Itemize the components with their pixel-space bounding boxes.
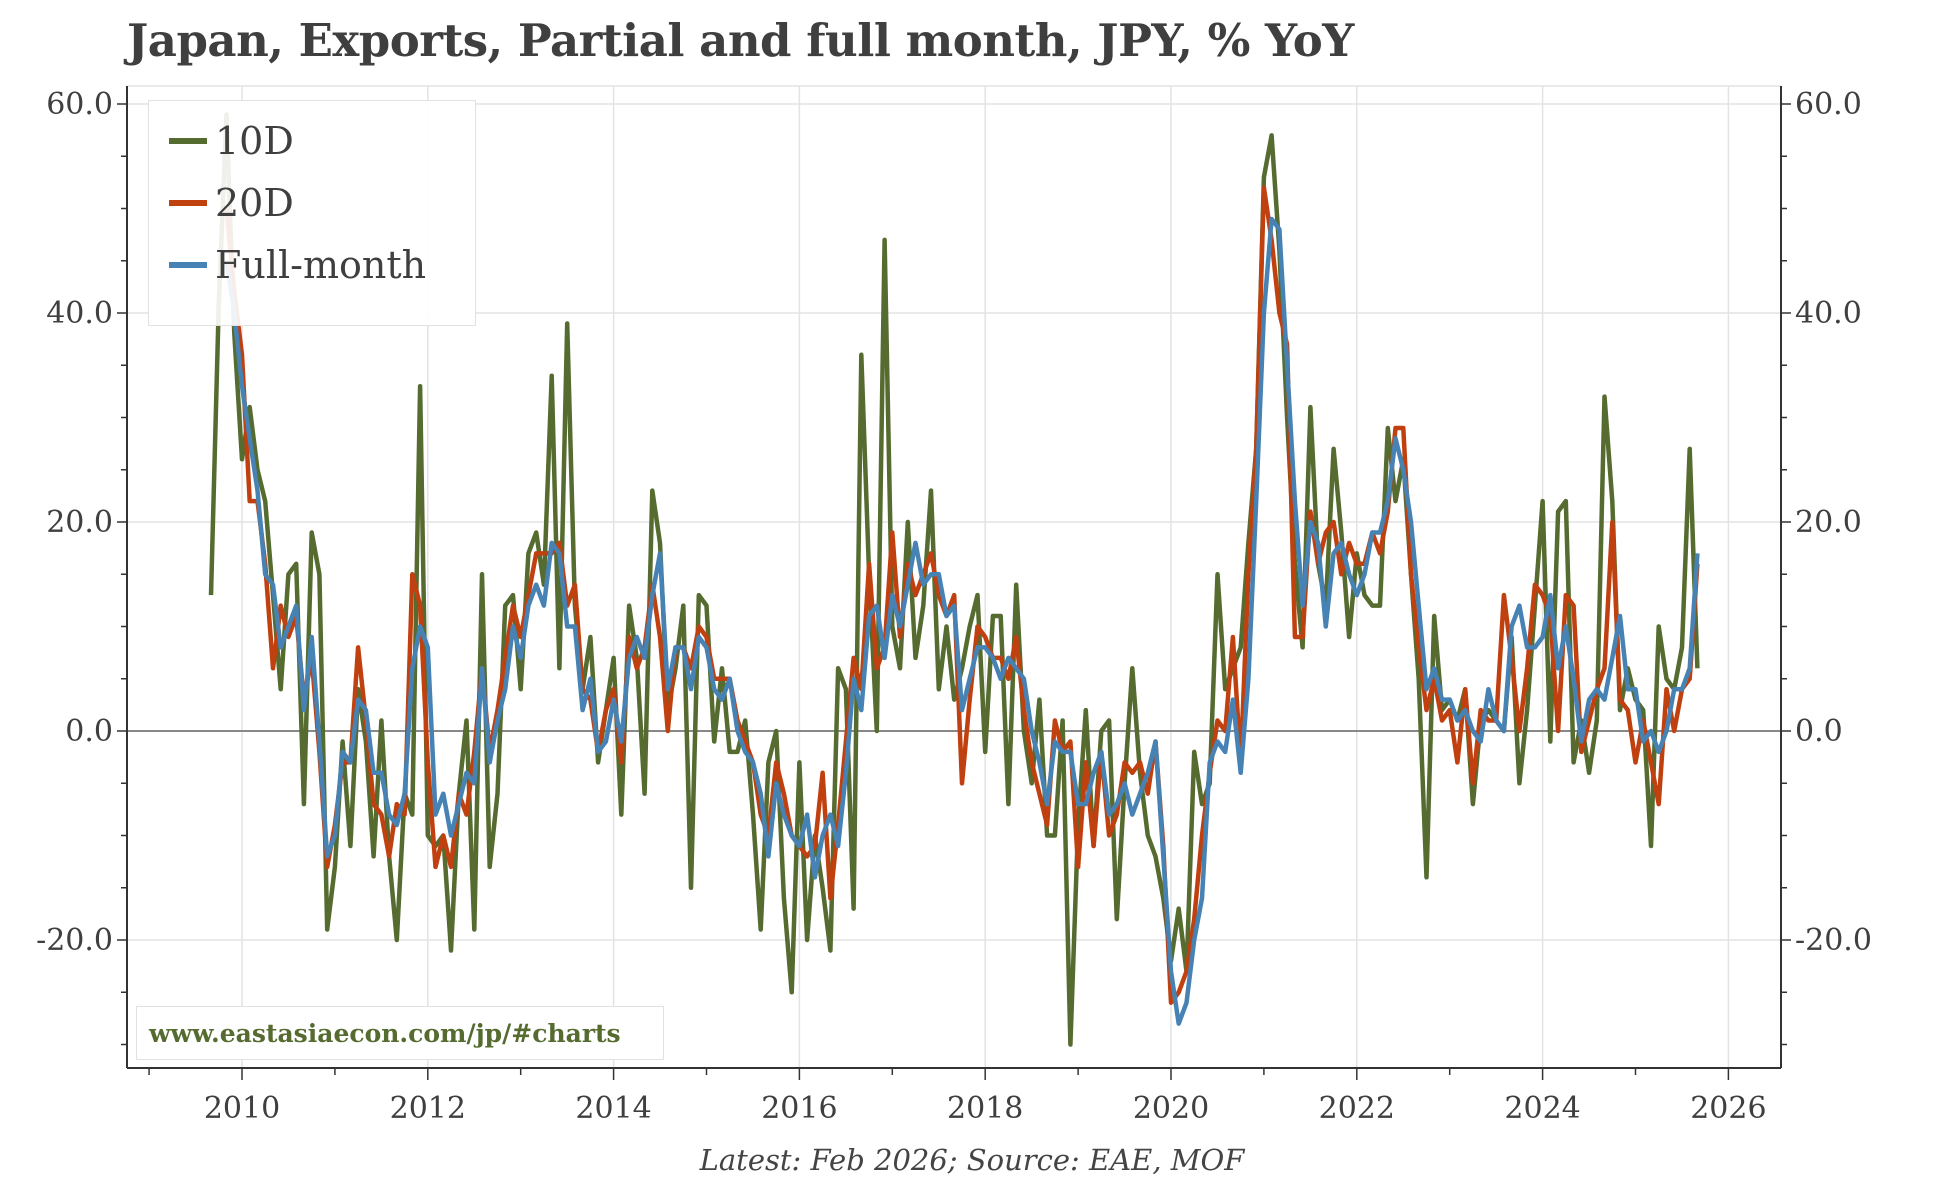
y-tick-label-left: 40.0	[46, 296, 113, 331]
y-tick-label-left: 20.0	[46, 505, 113, 540]
x-tick-label: 2018	[947, 1091, 1023, 1126]
y-tick-label-left: -20.0	[36, 923, 113, 958]
x-tick-label: 2026	[1690, 1091, 1766, 1126]
series-lines	[208, 112, 1700, 1047]
legend-swatch-full-month	[169, 262, 207, 268]
legend-item-10d: 10D	[169, 119, 294, 163]
y-tick-label-right: 0.0	[1795, 714, 1843, 749]
legend-item-20d: 20D	[169, 181, 294, 225]
series-line-20d	[224, 185, 1700, 1005]
series-line-full-month	[224, 216, 1700, 1026]
legend-item-full-month: Full-month	[169, 243, 426, 287]
y-tick-label-right: -20.0	[1795, 923, 1872, 958]
chart-title: Japan, Exports, Partial and full month, …	[127, 14, 1354, 67]
y-tick-label-left: 60.0	[46, 87, 113, 122]
legend-swatch-20d	[169, 200, 207, 206]
x-tick-label: 2022	[1319, 1091, 1395, 1126]
watermark-link[interactable]: www.eastasiaecon.com/jp/#charts	[136, 1006, 664, 1060]
legend-label-20d: 20D	[215, 181, 294, 225]
legend-label-10d: 10D	[215, 119, 294, 163]
x-tick-label: 2016	[761, 1091, 837, 1126]
y-tick-label-left: 0.0	[65, 714, 113, 749]
y-tick-label-right: 60.0	[1795, 87, 1862, 122]
x-tick-label: 2010	[204, 1091, 280, 1126]
x-tick-label: 2024	[1504, 1091, 1580, 1126]
source-footer: Latest: Feb 2026; Source: EAE, MOF	[699, 1143, 1245, 1177]
legend-label-full-month: Full-month	[215, 243, 427, 287]
x-tick-label: 2020	[1133, 1091, 1209, 1126]
axes: 60.0 60.0 40.0 40.0 20.0 20.0 0.0 0.0 -20.0 -20.0…	[36, 86, 1872, 1126]
y-tick-label-right: 20.0	[1795, 505, 1862, 540]
x-tick-label: 2014	[575, 1091, 651, 1126]
y-tick-label-right: 40.0	[1795, 296, 1862, 331]
legend: 10D 20D Full-month	[148, 100, 476, 326]
x-tick-label: 2012	[390, 1091, 466, 1126]
legend-swatch-10d	[169, 138, 207, 144]
